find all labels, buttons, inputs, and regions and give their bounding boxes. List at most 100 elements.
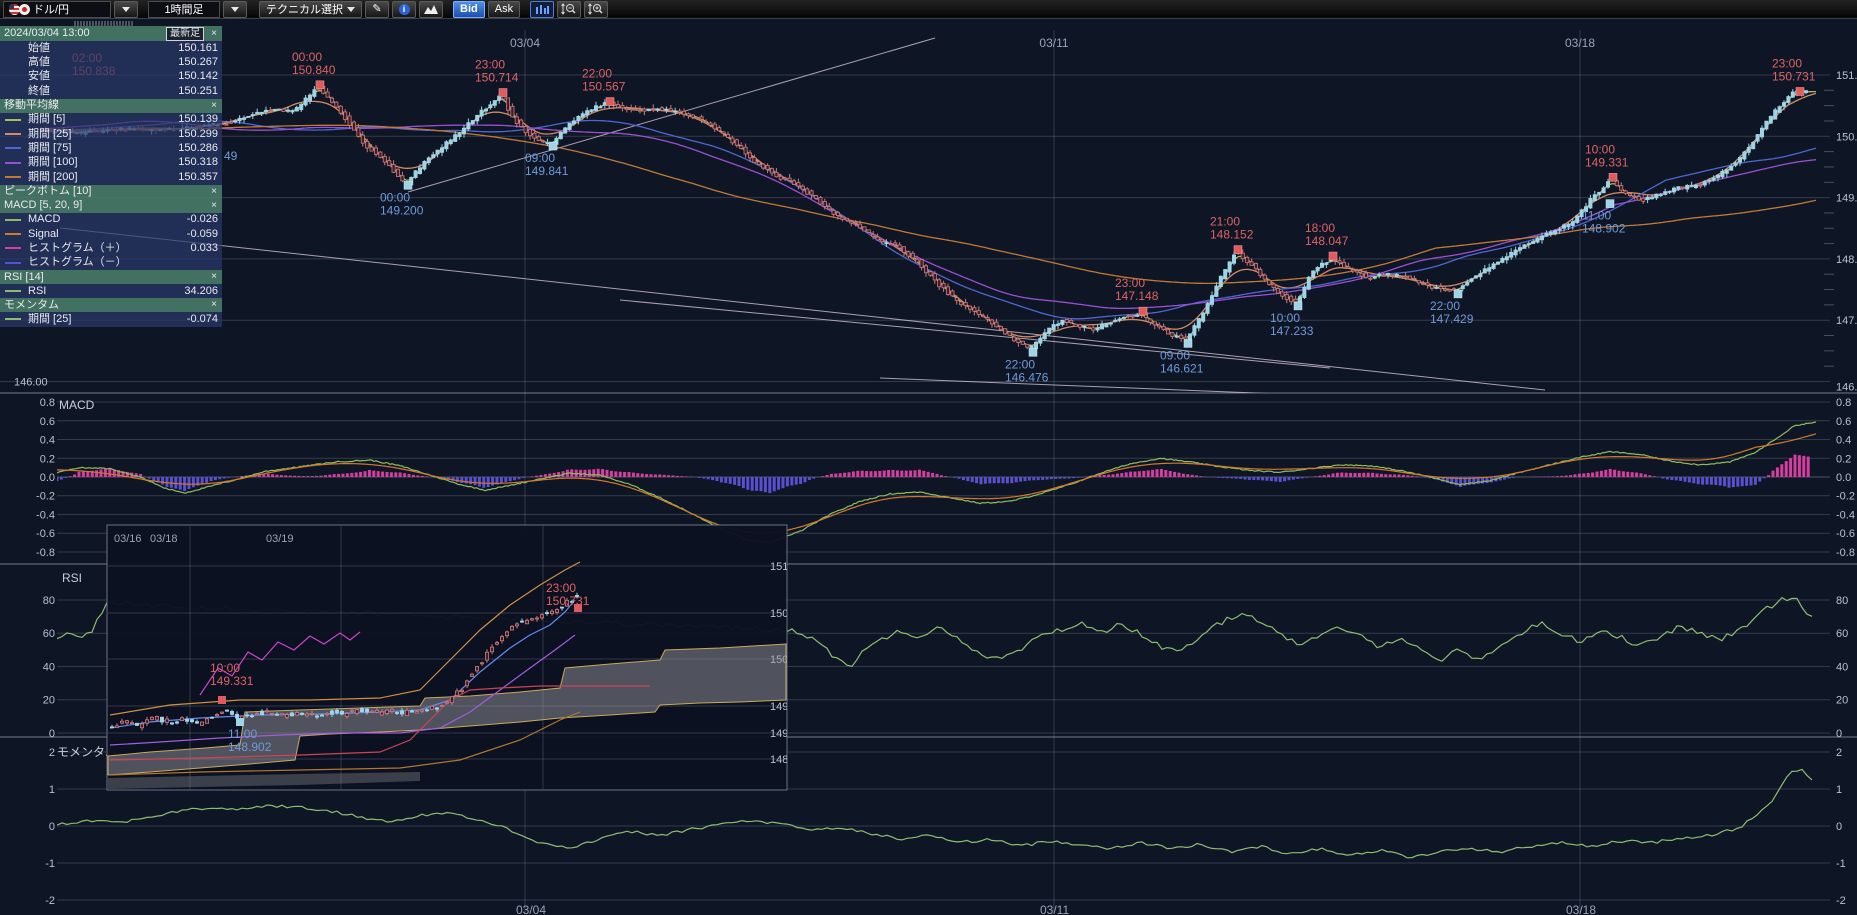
svg-text:147.233: 147.233 <box>1270 324 1314 338</box>
svg-text:0: 0 <box>49 821 55 833</box>
svg-text:149: 149 <box>770 728 788 740</box>
svg-text:03/04: 03/04 <box>516 903 546 915</box>
toolbar: ドル/円 1時間足 テクニカル選択 ✎ i Bid Ask <box>0 0 1857 19</box>
momentum-series <box>57 768 1813 859</box>
panel-row: 安値 150.142 <box>0 69 222 85</box>
svg-text:-0.2: -0.2 <box>1836 491 1855 503</box>
svg-text:18:00: 18:00 <box>1305 221 1335 235</box>
svg-text:11:00: 11:00 <box>228 727 257 741</box>
pair-dropdown-button[interactable] <box>114 0 138 18</box>
technical-select-button[interactable]: テクニカル選択 <box>259 0 362 18</box>
row-value: -0.074 <box>186 313 218 326</box>
row-label: 始値 <box>28 41 50 54</box>
close-icon[interactable]: × <box>211 185 217 197</box>
close-icon[interactable]: × <box>211 27 217 39</box>
zoom-in-icon <box>588 3 603 15</box>
svg-text:60: 60 <box>43 628 55 640</box>
row-value: 150.142 <box>178 70 218 83</box>
inset-chart-window[interactable]: 15115015014914914803/1603/1803/1910:0014… <box>106 524 788 791</box>
svg-text:22:00: 22:00 <box>1005 357 1035 371</box>
timeframe-dropdown-button[interactable] <box>223 0 247 18</box>
close-icon[interactable]: × <box>211 271 217 283</box>
svg-text:146.476: 146.476 <box>1005 370 1049 384</box>
line-color-swatch <box>5 147 21 150</box>
svg-text:147.0: 147.0 <box>1836 315 1857 327</box>
svg-text:-0.2: -0.2 <box>36 491 55 503</box>
svg-text:149.200: 149.200 <box>380 203 424 217</box>
svg-text:0.0: 0.0 <box>40 472 55 484</box>
svg-text:150.0: 150.0 <box>1836 131 1857 143</box>
row-value: 150.286 <box>178 142 218 155</box>
svg-text:0.0: 0.0 <box>1836 472 1851 484</box>
panel-row: 期間 [5] 150.139 <box>0 112 222 127</box>
svg-text:149.331: 149.331 <box>210 674 254 688</box>
line-color-swatch <box>5 218 21 221</box>
svg-text:0.2: 0.2 <box>40 453 55 465</box>
row-value: 150.139 <box>178 113 218 126</box>
latest-candle-button[interactable]: 最新足 <box>166 26 205 41</box>
svg-text:03/18: 03/18 <box>1566 903 1596 915</box>
svg-text:10:00: 10:00 <box>1585 142 1615 156</box>
panel-row: 終値 150.251 <box>0 84 222 99</box>
panel-row: RSI 34.206 <box>0 284 222 299</box>
indicator-panel: 2024/03/04 13:00 最新足 × 始値 150.161 高値 150.26… <box>0 26 222 327</box>
panel-row: 期間 [75] 150.286 <box>0 141 222 156</box>
svg-text:146.0: 146.0 <box>1836 382 1857 394</box>
svg-text:49: 49 <box>224 149 238 163</box>
svg-text:03/18: 03/18 <box>1565 36 1595 50</box>
zoom-out-button[interactable] <box>557 0 582 18</box>
section-title: モメンタム <box>4 298 59 311</box>
close-icon[interactable]: × <box>211 99 217 111</box>
indicator-section-header: 移動平均線 × <box>0 98 222 113</box>
svg-text:03/18: 03/18 <box>150 533 178 545</box>
row-label: 期間 [25] <box>28 313 72 326</box>
svg-text:60: 60 <box>1836 628 1848 640</box>
timeframe-selector[interactable]: 1時間足 <box>148 0 220 18</box>
chart-area-button[interactable] <box>419 0 443 18</box>
svg-text:150.731: 150.731 <box>546 594 590 608</box>
row-label: 期間 [5] <box>28 113 66 126</box>
line-color-swatch <box>5 176 21 179</box>
bid-button[interactable]: Bid <box>453 0 485 18</box>
section-title: MACD [5, 20, 9] <box>4 199 83 212</box>
info-button[interactable]: i <box>392 0 416 18</box>
svg-text:-2: -2 <box>45 895 55 907</box>
svg-text:149.841: 149.841 <box>525 164 569 178</box>
chevron-down-icon <box>347 6 355 12</box>
svg-text:150.731: 150.731 <box>1772 69 1816 83</box>
row-label: 終値 <box>28 84 50 97</box>
svg-text:03/19: 03/19 <box>266 533 294 545</box>
panel-row: 期間 [25] -0.074 <box>0 312 222 327</box>
svg-text:10:00: 10:00 <box>1270 311 1300 325</box>
close-icon[interactable]: × <box>211 199 217 211</box>
svg-text:1: 1 <box>49 784 55 796</box>
line-color-swatch <box>5 161 21 164</box>
chart-type-button[interactable] <box>530 0 555 18</box>
zoom-in-button[interactable] <box>584 0 609 18</box>
row-label: ヒストグラム（＋） <box>28 241 127 254</box>
currency-pair-selector[interactable]: ドル/円 <box>3 0 111 18</box>
svg-text:149.0: 149.0 <box>1836 193 1857 205</box>
close-icon[interactable]: × <box>211 299 217 311</box>
bid-label: Bid <box>460 3 478 15</box>
svg-text:10:00: 10:00 <box>210 661 240 675</box>
draw-tool-button[interactable]: ✎ <box>365 0 389 18</box>
row-value: -0.059 <box>186 227 218 240</box>
svg-text:22:00: 22:00 <box>582 67 612 81</box>
panel-row: 期間 [100] 150.318 <box>0 155 222 171</box>
row-value: 0.033 <box>190 241 218 254</box>
row-value: 150.251 <box>178 84 218 97</box>
svg-text:03/11: 03/11 <box>1040 903 1069 915</box>
chevron-down-icon <box>231 6 239 12</box>
svg-text:0.8: 0.8 <box>40 397 55 409</box>
row-label: 期間 [100] <box>28 156 78 169</box>
line-color-swatch <box>5 232 21 235</box>
row-value: 150.318 <box>178 156 218 169</box>
row-label: Signal <box>28 227 59 240</box>
row-label: 期間 [200] <box>28 170 78 183</box>
ask-button[interactable]: Ask <box>487 0 521 18</box>
svg-text:-0.4: -0.4 <box>1836 509 1855 521</box>
svg-text:40: 40 <box>1836 661 1848 673</box>
svg-text:0: 0 <box>1836 821 1842 833</box>
